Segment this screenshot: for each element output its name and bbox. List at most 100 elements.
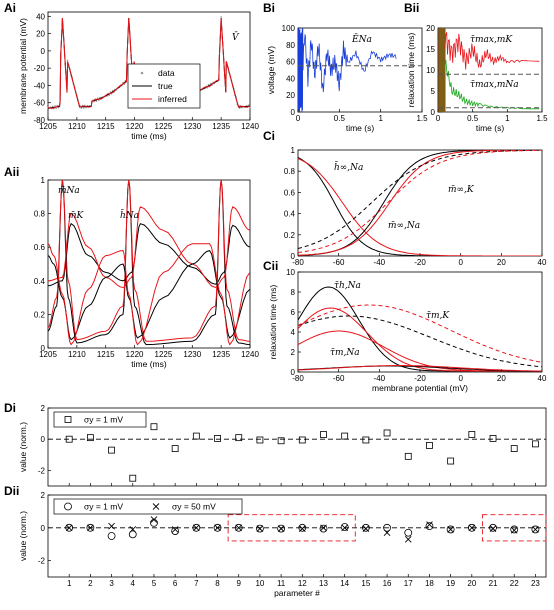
Ai-ytick-label: 0 [41, 47, 46, 56]
Dii-xtick-label: 8 [215, 579, 220, 588]
Dii-xtick-label: 11 [277, 579, 286, 588]
Ai-data-point [109, 91, 112, 93]
Dii-circle-point [383, 523, 391, 532]
Di-panel-label: Di [4, 401, 16, 415]
Ai-data-point [80, 107, 83, 109]
Dii-xtick-label: 4 [131, 579, 136, 588]
Di-square-point [298, 436, 306, 444]
Dii-circle-point [404, 528, 413, 537]
Aii-m_K-true-line [48, 222, 250, 287]
Ai-ytick-label: 20 [36, 30, 45, 39]
Cii-ytick-label: 0 [291, 368, 296, 377]
Cii-panel-label: Cii [263, 259, 278, 273]
Ai-data-point [96, 97, 99, 100]
Dii-x-point [277, 525, 285, 532]
Di-square-point [129, 474, 137, 482]
Dii-circle-point [319, 524, 328, 533]
Dii-x-point-b [489, 525, 497, 532]
Aii-mNa-label: m̄Na [58, 186, 80, 196]
Dii-x-point-b [193, 524, 200, 532]
Di-square-point [383, 429, 391, 437]
Bii-tau-mK-label: τ̄max,mK [470, 35, 513, 45]
Cii-curve-1 [298, 307, 542, 372]
Ci-xtick-label: -40 [374, 258, 386, 267]
Dii-circle-point [467, 523, 476, 532]
Bi-panel-label: Bi [263, 1, 275, 15]
Dii-highlight-box-1 [481, 514, 547, 542]
Dii-ytick-label: 2 [41, 491, 46, 500]
Dii-xtick-label: 2 [88, 579, 93, 588]
Cii-curve-3 [298, 315, 542, 368]
Ai-data-point [82, 107, 85, 109]
Di-square-point [214, 435, 221, 442]
Ai-ytick-label: 40 [36, 12, 45, 21]
Di-square-point [277, 437, 285, 445]
Bi-ytick-label: 0 [291, 108, 296, 117]
Dii-x-point [298, 525, 306, 532]
Cii-xtick-label: -40 [374, 374, 386, 383]
Ai-ytick-label: -60 [33, 99, 45, 108]
Aii-m_K-inferred-line [48, 206, 250, 289]
Di-legend-box [53, 411, 147, 428]
Aii-panel-label: Aii [4, 165, 19, 179]
Di-ytick-label: -2 [38, 466, 46, 475]
Cii-ylabel: relaxation time (ms) [268, 285, 278, 360]
Dii-circle-point [128, 530, 137, 539]
Ai-data-point [66, 59, 69, 62]
Dii-legend-marker-0 [64, 502, 72, 511]
Bi-ylabel: voltage (mV) [266, 46, 276, 94]
Aii-xtick-label: 1205 [39, 350, 57, 359]
Di-ytick-label: 2 [41, 404, 46, 413]
Cii-xtick-label: -60 [333, 374, 345, 383]
Ai-data-point [206, 86, 209, 89]
Bii-xtick-label: 0 [436, 114, 441, 123]
Dii-x-point-b [383, 529, 391, 537]
Ai-data-point [55, 107, 57, 110]
Di-square-point [171, 445, 179, 452]
Dii-x-point-b [150, 516, 158, 523]
Dii-circle-point [489, 523, 497, 532]
Aii-ytick-label: 0 [41, 344, 46, 353]
Dii-x-point-b [87, 524, 94, 532]
Dii-x-point [532, 526, 539, 533]
Di-legend-label-0: σy = 1 mV [84, 415, 123, 425]
Bi-ytick-label: 80 [286, 41, 295, 50]
Bii-xtick-label: 1 [505, 114, 510, 123]
Dii-ylabel: value (norm.) [18, 511, 28, 561]
Bii-ytick-label: 10 [426, 66, 435, 75]
Dii-xtick-label: 15 [361, 579, 370, 588]
Ai-xtick-label: 1215 [97, 122, 115, 131]
Ci-xtick-label: 40 [538, 258, 547, 267]
Ai-data-point [51, 105, 54, 108]
Dii-x-point [256, 525, 264, 532]
Dii-x-point [510, 526, 518, 534]
Bii-ylabel: relaxation time (ms) [406, 33, 416, 108]
Aii-m_Na-inferred-line [48, 180, 250, 342]
Aii-frame [47, 179, 251, 349]
Bi-xtick-label: 1.5 [416, 114, 428, 123]
Ci-curve-1 [298, 158, 542, 256]
Cii-curve-6 [298, 365, 542, 372]
Di-ylabel: value (norm.) [18, 422, 28, 472]
Aii-ytick-label: 0.8 [34, 210, 46, 219]
Dii-x-point [235, 524, 243, 532]
Aii-hNa-label: h̄Na [120, 209, 139, 221]
Dii-circle-point [277, 524, 286, 533]
Ai-xtick-label: 1220 [126, 122, 144, 131]
Ai-data-point [97, 99, 100, 102]
Dii-xtick-label: 19 [446, 579, 455, 588]
Dii-ytick-label: -2 [38, 557, 46, 566]
Dii-x-point [320, 524, 327, 532]
Bii-ytick-label: 20 [426, 24, 435, 33]
Bii-tau-mK-line [444, 32, 540, 70]
Dii-x-point [383, 529, 391, 537]
Dii-x-point [87, 524, 94, 532]
Dii-circle-point [171, 527, 180, 535]
Ai-data-point [95, 100, 98, 102]
Di-square-point [86, 434, 94, 442]
Ai-ylabel: membrane potential (mV) [18, 18, 28, 114]
Dii-circle-point [510, 525, 519, 534]
Ci-mK-label: m̄∞,K [448, 185, 475, 195]
Di-ytick-label: 0 [41, 435, 46, 444]
Ci-ytick-label: 0.2 [284, 231, 296, 240]
